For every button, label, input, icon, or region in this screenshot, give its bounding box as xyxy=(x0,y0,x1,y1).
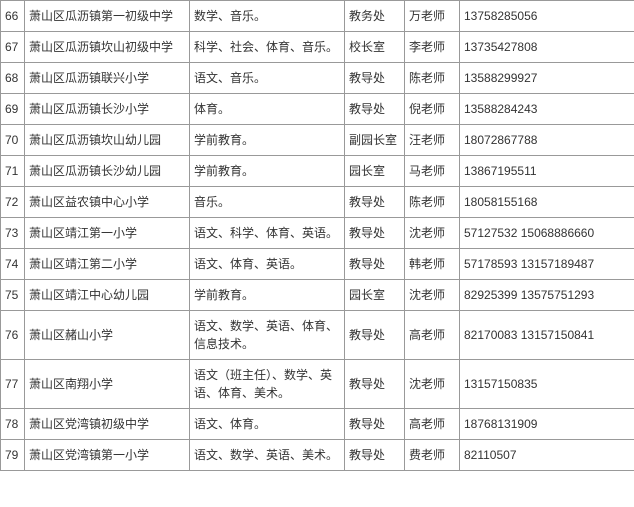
cell-num: 68 xyxy=(1,63,25,94)
cell-teacher: 沈老师 xyxy=(405,218,460,249)
cell-dept: 校长室 xyxy=(345,32,405,63)
cell-teacher: 李老师 xyxy=(405,32,460,63)
cell-phone: 82170083 13157150841 xyxy=(460,311,634,360)
cell-num: 74 xyxy=(1,249,25,280)
cell-num: 69 xyxy=(1,94,25,125)
cell-dept: 教导处 xyxy=(345,187,405,218)
school-table: 66萧山区瓜沥镇第一初级中学数学、音乐。教务处万老师1375828505667萧… xyxy=(0,0,634,471)
cell-school: 萧山区靖江中心幼儿园 xyxy=(25,280,190,311)
table-row: 68萧山区瓜沥镇联兴小学语文、音乐。教导处陈老师13588299927 xyxy=(1,63,634,94)
cell-teacher: 汪老师 xyxy=(405,125,460,156)
cell-num: 78 xyxy=(1,409,25,440)
cell-num: 75 xyxy=(1,280,25,311)
table-row: 66萧山区瓜沥镇第一初级中学数学、音乐。教务处万老师13758285056 xyxy=(1,1,634,32)
cell-phone: 13588299927 xyxy=(460,63,634,94)
cell-school: 萧山区南翔小学 xyxy=(25,360,190,409)
cell-school: 萧山区瓜沥镇坎山初级中学 xyxy=(25,32,190,63)
cell-phone: 13758285056 xyxy=(460,1,634,32)
cell-school: 萧山区党湾镇初级中学 xyxy=(25,409,190,440)
cell-phone: 82925399 13575751293 xyxy=(460,280,634,311)
table-row: 78萧山区党湾镇初级中学语文、体育。教导处高老师18768131909 xyxy=(1,409,634,440)
cell-school: 萧山区赭山小学 xyxy=(25,311,190,360)
table-row: 71萧山区瓜沥镇长沙幼儿园学前教育。园长室马老师13867195511 xyxy=(1,156,634,187)
cell-dept: 教务处 xyxy=(345,1,405,32)
cell-subject: 科学、社会、体育、音乐。 xyxy=(190,32,345,63)
cell-school: 萧山区瓜沥镇第一初级中学 xyxy=(25,1,190,32)
cell-subject: 体育。 xyxy=(190,94,345,125)
cell-teacher: 高老师 xyxy=(405,409,460,440)
cell-phone: 13867195511 xyxy=(460,156,634,187)
table-row: 70萧山区瓜沥镇坎山幼儿园学前教育。副园长室汪老师18072867788 xyxy=(1,125,634,156)
cell-teacher: 万老师 xyxy=(405,1,460,32)
cell-subject: 语文、音乐。 xyxy=(190,63,345,94)
table-row: 74萧山区靖江第二小学语文、体育、英语。教导处韩老师57178593 13157… xyxy=(1,249,634,280)
cell-num: 70 xyxy=(1,125,25,156)
cell-num: 76 xyxy=(1,311,25,360)
cell-teacher: 马老师 xyxy=(405,156,460,187)
cell-phone: 57178593 13157189487 xyxy=(460,249,634,280)
cell-subject: 语文、数学、英语、美术。 xyxy=(190,440,345,471)
cell-subject: 语文、数学、英语、体育、信息技术。 xyxy=(190,311,345,360)
cell-teacher: 高老师 xyxy=(405,311,460,360)
cell-dept: 教导处 xyxy=(345,360,405,409)
table-row: 75萧山区靖江中心幼儿园学前教育。园长室沈老师82925399 13575751… xyxy=(1,280,634,311)
cell-teacher: 倪老师 xyxy=(405,94,460,125)
cell-teacher: 陈老师 xyxy=(405,63,460,94)
cell-school: 萧山区瓜沥镇联兴小学 xyxy=(25,63,190,94)
cell-teacher: 陈老师 xyxy=(405,187,460,218)
cell-dept: 园长室 xyxy=(345,156,405,187)
cell-school: 萧山区靖江第二小学 xyxy=(25,249,190,280)
cell-teacher: 费老师 xyxy=(405,440,460,471)
cell-school: 萧山区靖江第一小学 xyxy=(25,218,190,249)
cell-school: 萧山区党湾镇第一小学 xyxy=(25,440,190,471)
cell-dept: 教导处 xyxy=(345,218,405,249)
cell-school: 萧山区瓜沥镇坎山幼儿园 xyxy=(25,125,190,156)
cell-subject: 数学、音乐。 xyxy=(190,1,345,32)
cell-phone: 82110507 xyxy=(460,440,634,471)
cell-teacher: 沈老师 xyxy=(405,280,460,311)
cell-subject: 音乐。 xyxy=(190,187,345,218)
cell-subject: 语文、体育。 xyxy=(190,409,345,440)
cell-school: 萧山区益农镇中心小学 xyxy=(25,187,190,218)
cell-subject: 学前教育。 xyxy=(190,280,345,311)
cell-dept: 教导处 xyxy=(345,63,405,94)
table-row: 79萧山区党湾镇第一小学语文、数学、英语、美术。教导处费老师82110507 xyxy=(1,440,634,471)
table-row: 69萧山区瓜沥镇长沙小学体育。教导处倪老师13588284243 xyxy=(1,94,634,125)
table-row: 72萧山区益农镇中心小学音乐。教导处陈老师18058155168 xyxy=(1,187,634,218)
cell-num: 77 xyxy=(1,360,25,409)
cell-num: 71 xyxy=(1,156,25,187)
cell-num: 67 xyxy=(1,32,25,63)
table-row: 73萧山区靖江第一小学语文、科学、体育、英语。教导处沈老师57127532 15… xyxy=(1,218,634,249)
table-row: 67萧山区瓜沥镇坎山初级中学科学、社会、体育、音乐。校长室李老师13735427… xyxy=(1,32,634,63)
cell-teacher: 韩老师 xyxy=(405,249,460,280)
cell-dept: 园长室 xyxy=(345,280,405,311)
cell-num: 66 xyxy=(1,1,25,32)
cell-num: 79 xyxy=(1,440,25,471)
cell-subject: 语文（班主任）、数学、英语、体育、美术。 xyxy=(190,360,345,409)
cell-phone: 18768131909 xyxy=(460,409,634,440)
cell-phone: 13735427808 xyxy=(460,32,634,63)
cell-phone: 18058155168 xyxy=(460,187,634,218)
cell-phone: 13588284243 xyxy=(460,94,634,125)
cell-dept: 教导处 xyxy=(345,409,405,440)
cell-school: 萧山区瓜沥镇长沙小学 xyxy=(25,94,190,125)
table-row: 76萧山区赭山小学语文、数学、英语、体育、信息技术。教导处高老师82170083… xyxy=(1,311,634,360)
cell-dept: 教导处 xyxy=(345,440,405,471)
cell-phone: 18072867788 xyxy=(460,125,634,156)
cell-teacher: 沈老师 xyxy=(405,360,460,409)
cell-subject: 语文、科学、体育、英语。 xyxy=(190,218,345,249)
cell-subject: 学前教育。 xyxy=(190,156,345,187)
cell-phone: 13157150835 xyxy=(460,360,634,409)
cell-dept: 教导处 xyxy=(345,249,405,280)
cell-phone: 57127532 15068886660 xyxy=(460,218,634,249)
table-row: 77萧山区南翔小学语文（班主任）、数学、英语、体育、美术。教导处沈老师13157… xyxy=(1,360,634,409)
cell-subject: 语文、体育、英语。 xyxy=(190,249,345,280)
cell-dept: 教导处 xyxy=(345,311,405,360)
cell-school: 萧山区瓜沥镇长沙幼儿园 xyxy=(25,156,190,187)
cell-num: 73 xyxy=(1,218,25,249)
cell-num: 72 xyxy=(1,187,25,218)
cell-dept: 副园长室 xyxy=(345,125,405,156)
cell-dept: 教导处 xyxy=(345,94,405,125)
cell-subject: 学前教育。 xyxy=(190,125,345,156)
